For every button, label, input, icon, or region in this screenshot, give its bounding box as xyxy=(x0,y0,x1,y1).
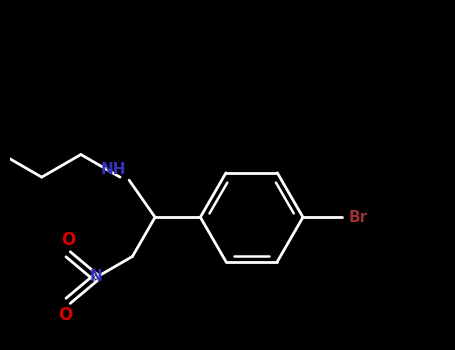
Text: N: N xyxy=(90,269,102,284)
Text: Br: Br xyxy=(348,210,367,225)
Text: NH: NH xyxy=(101,162,126,177)
Text: O: O xyxy=(58,306,72,324)
Text: O: O xyxy=(61,231,75,250)
